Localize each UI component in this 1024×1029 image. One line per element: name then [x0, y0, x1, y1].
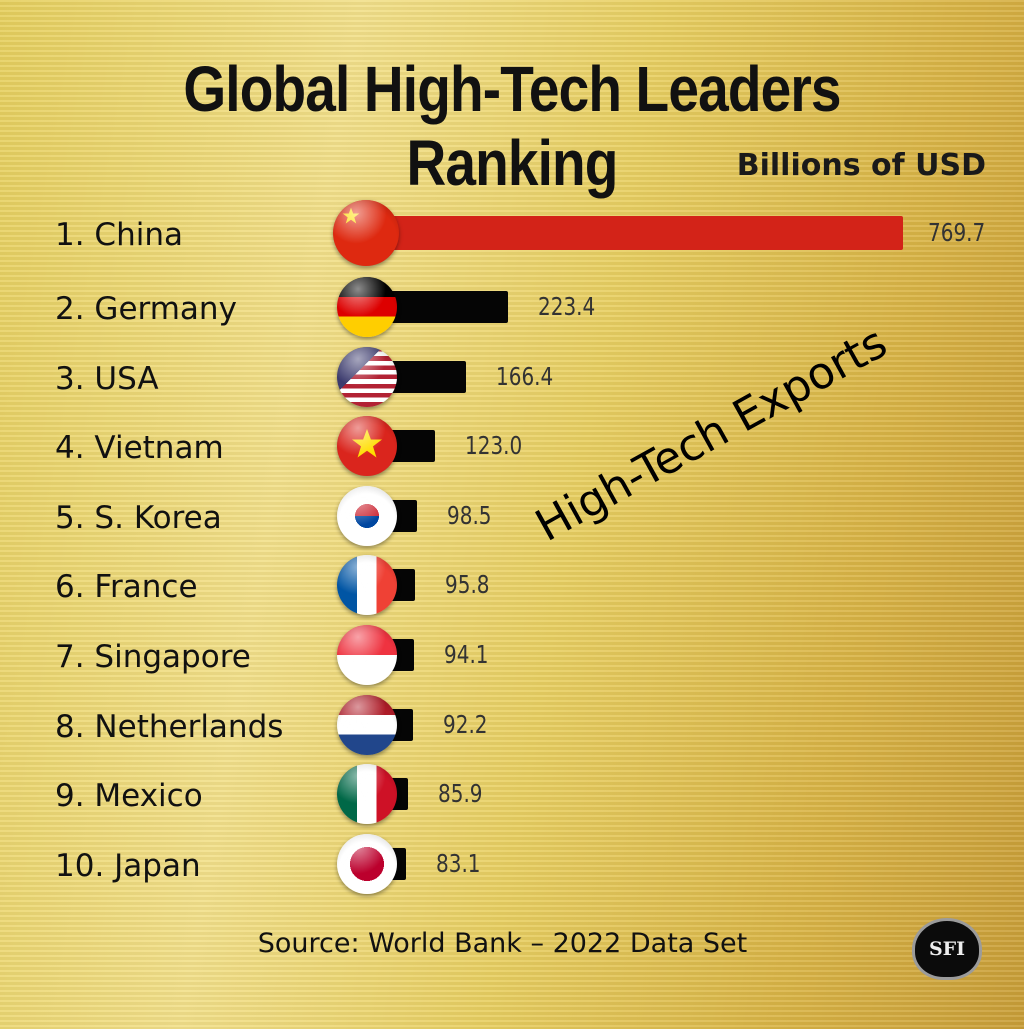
- sfi-logo: SFI: [912, 918, 982, 980]
- category-label: 4. Vietnam: [55, 430, 224, 467]
- category-label: 8. Netherlands: [55, 708, 284, 745]
- value-label: 95.8: [445, 570, 490, 600]
- usa-flag-icon: [337, 346, 397, 407]
- category-label: 9. Mexico: [55, 778, 203, 815]
- value-label: 92.2: [442, 709, 488, 739]
- netherlands-flag-icon: [337, 694, 397, 755]
- category-label: 2. Germany: [55, 291, 237, 327]
- value-label: 85.9: [438, 779, 483, 809]
- singapore-flag-icon: [337, 625, 397, 685]
- mexico-flag-icon: [337, 764, 397, 825]
- watermark-text: High-Tech Exports: [527, 316, 896, 552]
- value-label: 123.0: [465, 431, 523, 461]
- value-label: 83.1: [436, 848, 481, 878]
- star-icon: [342, 207, 360, 224]
- category-label: 10. Japan: [55, 847, 201, 884]
- south-korea-flag-icon: [337, 485, 397, 546]
- value-label: 166.4: [496, 361, 554, 391]
- china-flag-icon: [333, 200, 399, 266]
- category-label: 1. China: [55, 217, 183, 253]
- star-icon: [352, 429, 382, 458]
- japan-flag-icon: [337, 833, 397, 894]
- vietnam-flag-icon: [337, 416, 397, 477]
- value-label: 223.4: [537, 292, 595, 321]
- source-note: Source: World Bank – 2022 Data Set: [257, 928, 748, 959]
- value-label: 769.7: [928, 218, 986, 247]
- category-label: 3. USA: [55, 360, 159, 397]
- chart-title: Global High-Tech Leaders Ranking: [183, 53, 841, 199]
- category-label: 6. France: [55, 569, 198, 606]
- category-label: 5. S. Korea: [55, 499, 222, 536]
- unit-label: Billions of USD: [736, 148, 986, 183]
- category-label: 7. Singapore: [55, 639, 251, 675]
- value-label: 94.1: [444, 640, 489, 669]
- germany-flag-icon: [337, 277, 397, 337]
- value-label: 98.5: [447, 500, 492, 530]
- bar-china: [346, 216, 903, 250]
- france-flag-icon: [337, 555, 397, 616]
